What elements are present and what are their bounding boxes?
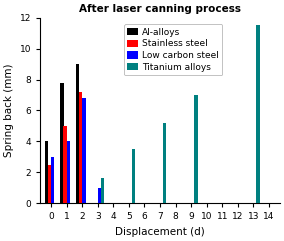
Bar (63, 126, 67, 203)
Bar (79, 92, 82, 203)
Bar (101, 178, 104, 203)
Bar (82, 98, 85, 203)
Legend: Al-alloys, Stainless steel, Low carbon steel, Titanium alloys: Al-alloys, Stainless steel, Low carbon s… (124, 24, 222, 75)
Bar (60, 83, 64, 203)
Bar (163, 123, 166, 203)
Bar (132, 149, 135, 203)
Bar (256, 26, 260, 203)
Title: After laser canning process: After laser canning process (79, 4, 241, 14)
Bar (98, 188, 101, 203)
Bar (45, 141, 48, 203)
X-axis label: Displacement (d): Displacement (d) (115, 227, 205, 237)
Bar (194, 95, 198, 203)
Y-axis label: Spring back (mm): Spring back (mm) (4, 64, 14, 157)
Bar (76, 64, 79, 203)
Bar (66, 141, 70, 203)
Bar (51, 157, 55, 203)
Bar (48, 165, 51, 203)
